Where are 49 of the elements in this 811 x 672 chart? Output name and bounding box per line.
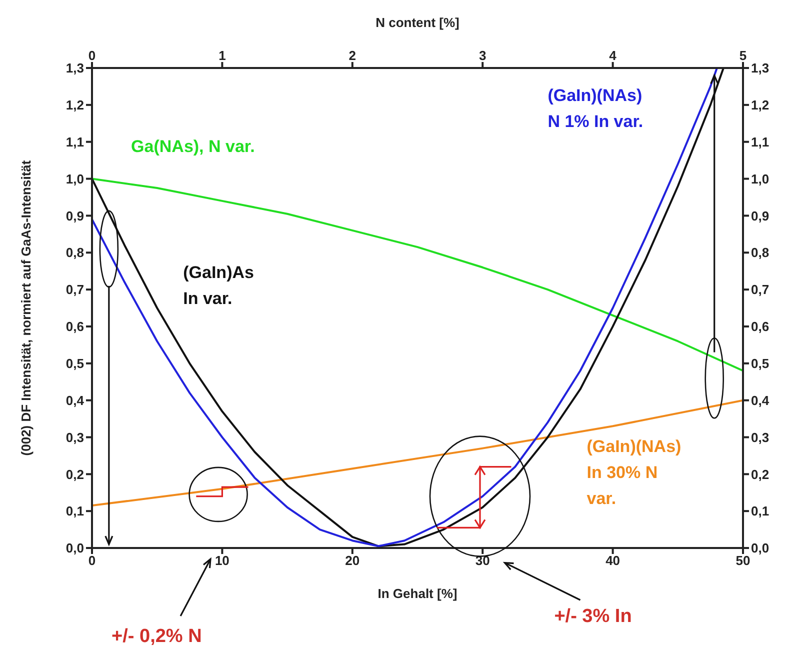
- y2-tick-label: 0,9: [751, 208, 770, 224]
- x2-tick-label: 2: [348, 48, 356, 63]
- y2-tick-label: 1,3: [751, 60, 770, 76]
- y-tick-label: 1,2: [66, 98, 84, 113]
- y-tick-label: 0,9: [66, 208, 84, 224]
- y-tick-label: 0,6: [66, 319, 84, 334]
- y2-tick-label: 1,1: [751, 134, 770, 150]
- y-tick-label: 0,1: [66, 504, 84, 519]
- y2-tick-label: 0,4: [751, 392, 770, 408]
- series-label: (GaIn)(NAs) In 30% N var.: [586, 436, 682, 510]
- x2-axis-title: N content [%]: [376, 15, 460, 30]
- y-tick-label: 1,1: [66, 134, 84, 150]
- y2-tick-label: 0,5: [751, 356, 770, 371]
- x-tick-label: 40: [606, 553, 620, 568]
- y2-tick-label: 0,8: [751, 245, 770, 260]
- x-tick-label: 50: [736, 553, 750, 568]
- y-tick-label: 1,3: [66, 60, 84, 76]
- x2-tick-label: 1: [218, 48, 226, 63]
- y2-tick-label: 0,3: [751, 430, 770, 445]
- text: +/- 3% In: [554, 606, 632, 628]
- y2-tick-label: 0,1: [751, 504, 770, 519]
- x2-tick-label: 3: [478, 48, 486, 63]
- x-tick-label: 30: [475, 553, 490, 568]
- y-tick-label: 0,7: [66, 282, 84, 298]
- x2-tick-label: 0: [88, 48, 96, 63]
- y-tick-label: 0,2: [66, 466, 84, 482]
- y-tick-label: 0,0: [66, 540, 84, 556]
- y2-tick-label: 0,6: [751, 319, 770, 334]
- x2-tick-label: 4: [609, 48, 618, 63]
- y-tick-label: 0,8: [66, 245, 84, 260]
- y-tick-label: 0,5: [66, 356, 84, 371]
- x-tick-label: 0: [88, 553, 96, 568]
- x-tick-label: 20: [345, 553, 360, 568]
- y2-tick-label: 1,2: [751, 98, 770, 113]
- x-tick-label: 10: [214, 553, 230, 568]
- series-label: (GaIn)As In var.: [183, 262, 255, 310]
- y-tick-label: 0,4: [66, 392, 85, 408]
- y-axis-title: (002) DF Intensität, normiert auf GaAs-Intensität: [18, 160, 34, 456]
- y2-tick-label: 0,0: [751, 540, 770, 556]
- y-tick-label: 1,0: [66, 171, 84, 186]
- y2-tick-label: 0,2: [751, 466, 770, 482]
- x2-tick-label: 5: [739, 48, 747, 63]
- text: (GaIn)(NAs) N 1% In var.: [548, 84, 644, 133]
- y-tick-label: 0,3: [66, 430, 84, 445]
- x-axis-title: In Gehalt [%]: [378, 586, 458, 601]
- y2-tick-label: 1,0: [751, 171, 770, 186]
- series-label: Ga(NAs), N var.: [131, 136, 256, 158]
- y2-tick-label: 0,7: [751, 282, 770, 298]
- text: +/- 0,2% N: [112, 626, 202, 648]
